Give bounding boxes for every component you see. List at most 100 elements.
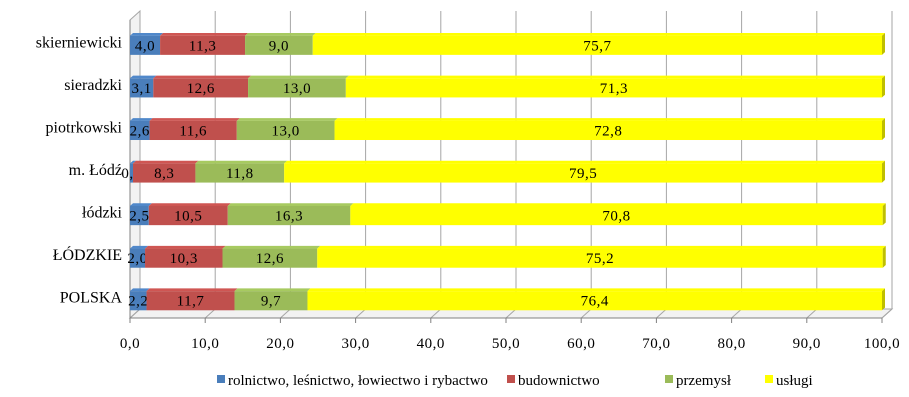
bar-segment — [227, 203, 354, 226]
bar-segment — [312, 33, 886, 55]
gridline-floor — [129, 308, 141, 319]
data-label: 75,2 — [586, 251, 614, 267]
bar-segment — [130, 288, 150, 311]
data-label: 75,7 — [583, 38, 611, 54]
bar-top-face — [130, 203, 152, 206]
data-label: 3,1 — [132, 81, 152, 97]
gridline-floor — [656, 308, 667, 319]
bar-top-face — [133, 160, 199, 164]
data-label: 12,6 — [187, 81, 215, 97]
bar-front-face — [148, 205, 228, 226]
data-label: 2,6 — [130, 123, 150, 139]
bar-front-face — [245, 35, 313, 55]
bar-front-face — [130, 248, 146, 268]
bar-segment — [130, 203, 152, 226]
category-label: sieradzki — [64, 77, 122, 94]
bar-front-face — [317, 248, 883, 268]
bar-top-face — [130, 75, 157, 79]
x-tick-label: 0,0 — [120, 336, 140, 352]
bar-side-face — [882, 118, 885, 141]
bar-top-face — [149, 118, 240, 121]
data-label: 11,3 — [189, 38, 217, 54]
bar-front-face — [345, 78, 883, 98]
bar-segment — [284, 160, 885, 183]
data-label: 9,7 — [261, 294, 281, 310]
bar-top-face — [130, 118, 153, 121]
bar-segment — [130, 75, 157, 98]
bar-side-face — [882, 288, 885, 311]
data-label: 16,3 — [275, 209, 303, 225]
bar-segment — [153, 75, 252, 98]
x-tick-label: 20,0 — [266, 336, 294, 352]
bar-side-face — [882, 245, 886, 268]
bar-front-face — [236, 120, 335, 141]
bar-segment — [130, 33, 164, 55]
bar-front-face — [195, 163, 285, 183]
bar-top-face — [153, 75, 252, 79]
bar-segment — [236, 118, 338, 141]
bar-top-face — [248, 75, 349, 79]
bar-front-face — [130, 120, 150, 141]
x-tick-labels: 0,0 10,0 20,0 30,0 40,0 50,0 60,0 70,0 80,0 90,0 1… — [120, 336, 900, 352]
bar-top-face — [234, 288, 311, 292]
bar-segment — [245, 33, 316, 55]
bar-top-face — [312, 33, 886, 36]
bars: 4,0 11,3 9,0 75,7 3,1 12,6 13,0 71,3 2,6 11,6 13,0… — [121, 33, 886, 311]
data-label: 2,0 — [127, 251, 147, 267]
bar-segment — [222, 245, 321, 268]
legend-swatch — [665, 375, 673, 383]
bar-segment — [334, 118, 885, 141]
data-label: 11,6 — [179, 123, 207, 139]
bar-top-face — [160, 33, 249, 36]
gridline-floor — [355, 308, 366, 319]
bar-segment — [248, 75, 349, 98]
data-label: 4,0 — [135, 38, 155, 54]
bar-top-face — [236, 118, 338, 121]
bar-top-face — [130, 245, 149, 249]
gridline-floor — [806, 308, 818, 319]
bar-front-face — [149, 120, 237, 141]
bar-top-face — [317, 245, 886, 249]
x-tick-label: 40,0 — [417, 336, 445, 352]
category-label: łódzki — [82, 205, 123, 222]
data-label: 76,4 — [581, 294, 609, 310]
bar-side-face — [882, 160, 885, 183]
data-label: 11,7 — [177, 294, 205, 310]
bar-segment — [130, 245, 149, 268]
bar-front-face — [222, 248, 318, 268]
gridline-floor — [580, 308, 592, 319]
bar-top-face — [245, 33, 316, 36]
bar-segment — [149, 118, 240, 141]
bar-front-face — [307, 291, 882, 311]
bar-front-face — [145, 248, 223, 268]
bar-top-face — [284, 160, 885, 164]
data-label: 11,8 — [226, 166, 254, 182]
x-tick-label: 80,0 — [717, 336, 745, 352]
bar-top-face — [334, 118, 885, 121]
bar-front-face — [227, 205, 351, 226]
x-tick-label: 70,0 — [642, 336, 670, 352]
category-label: m. Łódź — [69, 162, 122, 179]
data-label: 12,6 — [256, 251, 284, 267]
bar-front-face — [248, 78, 346, 98]
legend-swatch — [765, 375, 773, 383]
bar-front-face — [234, 291, 308, 311]
legend-label: budownictwo — [518, 373, 600, 389]
bar-top-face — [307, 288, 885, 292]
bar-top-face — [145, 245, 226, 249]
bar-top-face — [130, 33, 164, 36]
x-tick-label: 50,0 — [492, 336, 520, 352]
bar-segment — [345, 75, 886, 98]
data-label: 9,0 — [269, 38, 289, 54]
bar-front-face — [130, 291, 147, 311]
x-tick-label: 60,0 — [567, 336, 595, 352]
bar-front-face — [130, 78, 154, 98]
bar-side-face — [882, 75, 885, 98]
gridline-floor — [505, 308, 517, 319]
x-tick-label: 30,0 — [341, 336, 369, 352]
category-label: skierniewicki — [36, 34, 123, 51]
legend-label: usługi — [776, 373, 813, 389]
bar-segment — [130, 160, 137, 183]
bar-top-face — [227, 203, 354, 206]
